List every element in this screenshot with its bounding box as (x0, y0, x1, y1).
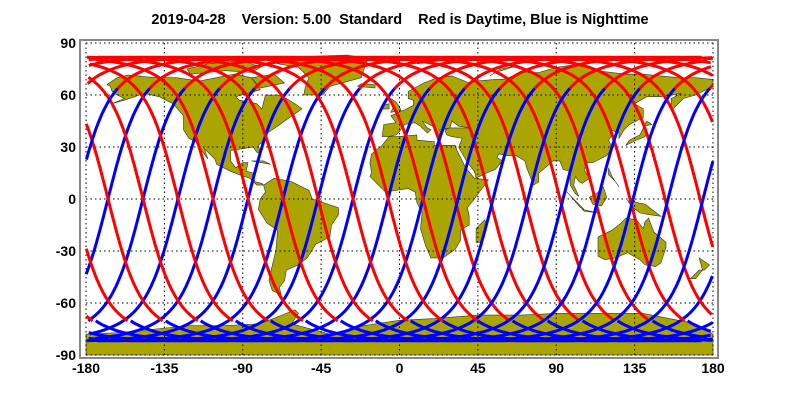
nighttime-track (86, 87, 291, 343)
nighttime-track (374, 87, 711, 343)
nighttime-track (129, 87, 466, 343)
daytime-track (89, 62, 234, 323)
y-tick-label: -90 (56, 347, 76, 363)
y-tick-label: 90 (60, 35, 76, 51)
daytime-track (84, 123, 164, 323)
x-tick-label: 0 (396, 360, 404, 376)
y-tick-label: -60 (56, 295, 76, 311)
landmass (642, 120, 653, 127)
ground-tracks (84, 55, 715, 343)
nighttime-track (84, 87, 119, 161)
daytime-track (95, 58, 269, 323)
nighttime-track (651, 319, 708, 339)
map-title: 2019-04-28 Version: 5.00 Standard Red is… (0, 12, 800, 28)
landmass (564, 190, 585, 210)
daytime-track (673, 65, 712, 90)
nighttime-track (84, 87, 151, 275)
daytime-track (85, 314, 94, 323)
landmass (625, 127, 648, 147)
daytime-track (603, 56, 713, 90)
x-tick-label: 90 (548, 360, 564, 376)
daytime-track (97, 55, 339, 323)
landmass (251, 160, 271, 165)
title-product: Standard (339, 12, 403, 28)
nighttime-track (234, 87, 571, 343)
daytime-track (88, 55, 409, 323)
daytime-track (86, 55, 304, 323)
daytime-track (568, 55, 702, 90)
daytime-track (708, 84, 714, 90)
x-axis-labels: -180 -135 -90 -45 0 45 90 135 180 (72, 360, 725, 376)
x-tick-label: -45 (311, 360, 331, 376)
nighttime-track (164, 87, 501, 343)
nighttime-track (269, 87, 606, 343)
nighttime-track (87, 87, 186, 323)
y-tick-label: 60 (60, 87, 76, 103)
y-tick-label: -30 (56, 243, 76, 259)
y-axis-labels: 90 60 30 0 -30 -60 -90 (56, 35, 76, 363)
daytime-track (87, 75, 199, 323)
daytime-track (88, 55, 374, 323)
x-tick-label: 180 (701, 360, 725, 376)
y-tick-label: 0 (68, 191, 76, 207)
nighttime-track (89, 87, 221, 336)
nighttime-track (304, 87, 641, 343)
nighttime-track (339, 87, 676, 343)
y-tick-label: 30 (60, 139, 76, 155)
landmass (608, 167, 620, 188)
nighttime-track (88, 87, 361, 343)
title-legend: Red is Daytime, Blue is Nighttime (418, 12, 649, 28)
title-date: 2019-04-28 (151, 12, 226, 28)
x-tick-label: 45 (470, 360, 486, 376)
daytime-track (116, 55, 479, 323)
nighttime-track (199, 87, 536, 343)
daytime-track (86, 55, 444, 323)
daytime-track (638, 59, 708, 90)
nighttime-track (97, 87, 326, 343)
landmass (689, 257, 710, 280)
x-tick-label: 135 (623, 360, 647, 376)
daytime-track (84, 248, 129, 323)
nighttime-track (686, 319, 712, 333)
plot-frame (79, 39, 719, 359)
x-tick-label: -90 (233, 360, 253, 376)
x-tick-label: -135 (150, 360, 178, 376)
title-version: Version: 5.00 (241, 12, 332, 28)
nighttime-track (616, 319, 713, 342)
nighttime-track (409, 160, 715, 343)
x-tick-label: -180 (72, 360, 100, 376)
